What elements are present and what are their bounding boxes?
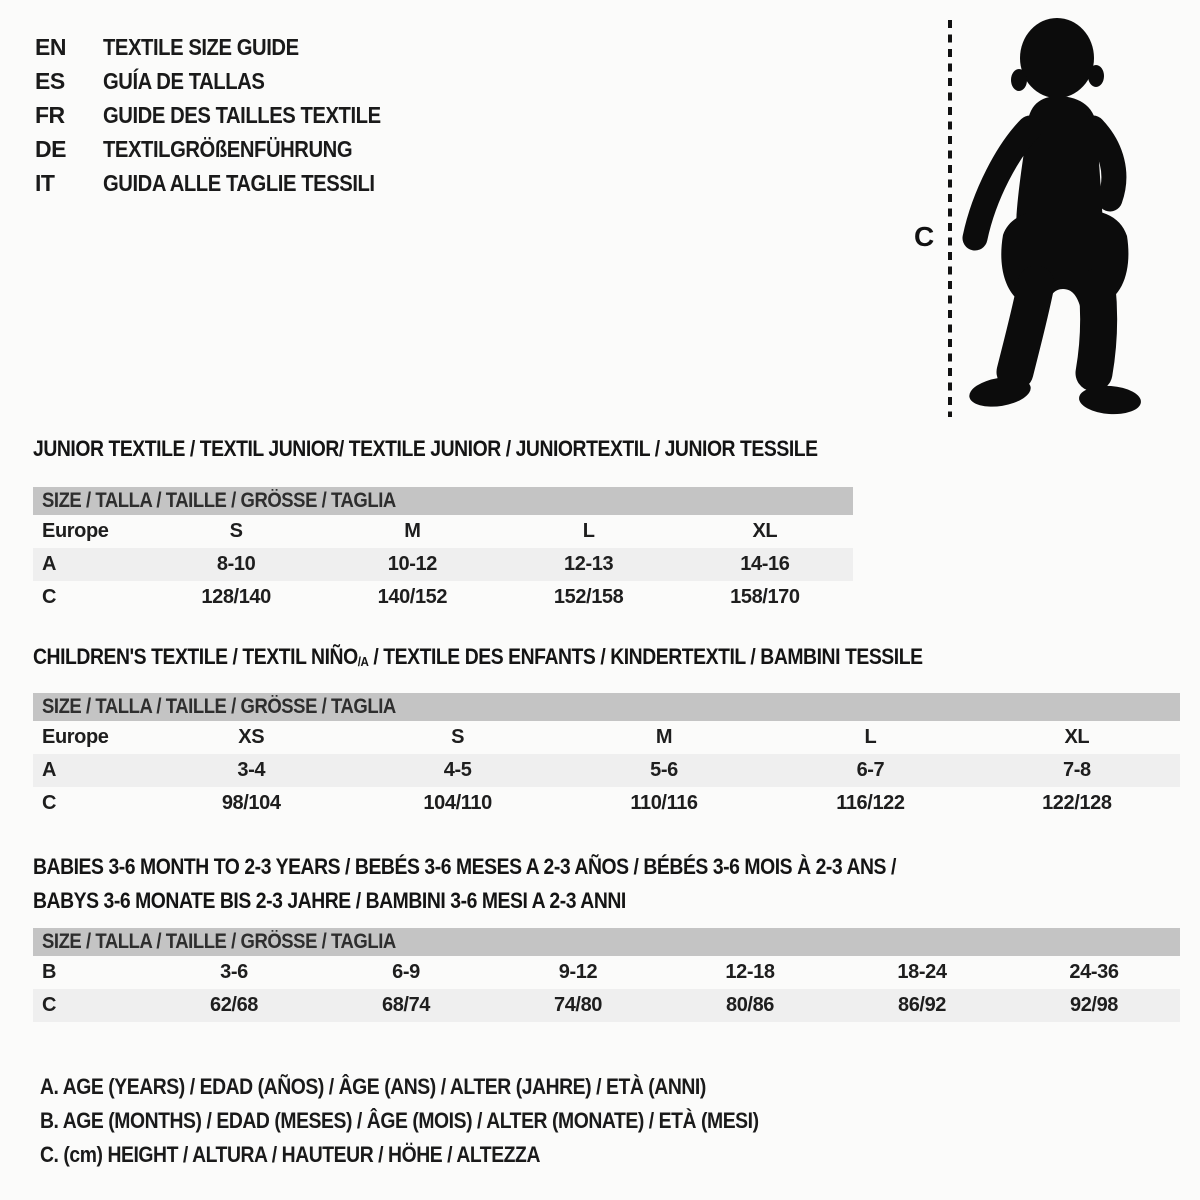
baby-leg-right bbox=[1075, 268, 1118, 392]
legend: A. AGE (YEARS) / EDAD (AÑOS) / ÂGE (ANS)… bbox=[40, 1070, 857, 1172]
row-label: C bbox=[42, 792, 57, 814]
size-cell: 86/92 bbox=[897, 994, 947, 1016]
size-header-bar: SIZE / TALLA / TAILLE / GRÖSSE / TAGLIA bbox=[33, 928, 1180, 956]
baby-foot-left bbox=[969, 377, 1031, 407]
size-cell: 8-10 bbox=[216, 553, 256, 575]
baby-leg-left bbox=[996, 265, 1055, 391]
size-cell: 12-13 bbox=[564, 553, 614, 575]
table-row-europe: Europe S M L XL bbox=[33, 515, 853, 548]
baby-ear-left bbox=[1011, 69, 1027, 91]
size-cell: XL bbox=[1064, 726, 1090, 748]
size-cell: S bbox=[451, 726, 465, 748]
section-children-title: CHILDREN'S TEXTILE / TEXTIL NIÑO/A / TEX… bbox=[33, 644, 923, 670]
baby-arm-left bbox=[962, 115, 1043, 251]
row-label: B bbox=[42, 961, 57, 983]
language-title-list: EN TEXTILE SIZE GUIDE ES GUÍA DE TALLAS … bbox=[35, 30, 419, 200]
size-cell: 140/152 bbox=[377, 586, 448, 608]
table-row-height: C 98/104 104/110 110/116 116/122 122/128 bbox=[33, 787, 1180, 820]
legend-line-c: C. (cm) HEIGHT / ALTURA / HAUTEUR / HÖHE… bbox=[40, 1142, 540, 1167]
table-row-age: A 8-10 10-12 12-13 14-16 bbox=[33, 548, 853, 581]
size-cell: 24-36 bbox=[1069, 961, 1119, 983]
section-children: CHILDREN'S TEXTILE / TEXTIL NIÑO/A / TEX… bbox=[33, 645, 1180, 820]
size-cell: 80/86 bbox=[725, 994, 775, 1016]
language-label: GUIDE DES TAILLES TEXTILE bbox=[103, 101, 381, 128]
height-label: C bbox=[914, 221, 934, 252]
size-cell: 68/74 bbox=[381, 994, 431, 1016]
row-label: A bbox=[42, 553, 57, 575]
size-cell: 122/128 bbox=[1042, 792, 1112, 814]
language-row-en: EN TEXTILE SIZE GUIDE bbox=[35, 30, 419, 64]
row-label: Europe bbox=[42, 726, 109, 748]
language-label: GUÍA DE TALLAS bbox=[103, 67, 265, 94]
baby-arm-right bbox=[1080, 115, 1127, 212]
size-cell: 92/98 bbox=[1069, 994, 1119, 1016]
row-label: Europe bbox=[42, 520, 109, 542]
row-label: C bbox=[42, 994, 57, 1016]
size-cell: 7-8 bbox=[1062, 759, 1091, 781]
size-cell: XL bbox=[752, 520, 778, 542]
size-cell: 74/80 bbox=[553, 994, 603, 1016]
size-cell: 3-6 bbox=[220, 961, 248, 983]
language-row-es: ES GUÍA DE TALLAS bbox=[35, 64, 419, 98]
size-cell: M bbox=[655, 726, 673, 748]
size-cell: L bbox=[864, 726, 877, 748]
row-label: C bbox=[42, 586, 57, 608]
size-cell: 9-12 bbox=[558, 961, 598, 983]
section-babies: BABIES 3-6 MONTH TO 2-3 YEARS / BEBÉS 3-… bbox=[33, 850, 1180, 1022]
table-row-height: C 128/140 140/152 152/158 158/170 bbox=[33, 581, 853, 614]
legend-line-a: A. AGE (YEARS) / EDAD (AÑOS) / ÂGE (ANS)… bbox=[40, 1074, 706, 1099]
size-cell: XS bbox=[238, 726, 265, 748]
size-cell: 4-5 bbox=[443, 759, 472, 781]
section-babies-title: BABIES 3-6 MONTH TO 2-3 YEARS / BEBÉS 3-… bbox=[33, 854, 896, 913]
language-row-it: IT GUIDA ALLE TAGLIE TESSILI bbox=[35, 166, 419, 200]
baby-foot-right bbox=[1079, 385, 1141, 415]
size-cell: 14-16 bbox=[740, 553, 790, 575]
row-label: A bbox=[42, 759, 57, 781]
size-cell: 10-12 bbox=[387, 553, 438, 575]
size-cell: 110/116 bbox=[630, 792, 698, 814]
language-label: GUIDA ALLE TAGLIE TESSILI bbox=[103, 169, 375, 196]
table-row-age: A 3-4 4-5 5-6 6-7 7-8 bbox=[33, 754, 1180, 787]
size-cell: 62/68 bbox=[209, 994, 259, 1016]
language-label: TEXTILE SIZE GUIDE bbox=[103, 33, 299, 60]
language-code: ES bbox=[35, 67, 65, 94]
size-cell: 104/110 bbox=[423, 792, 492, 814]
size-cell: 18-24 bbox=[897, 961, 947, 983]
table-row-months: B 3-6 6-9 9-12 12-18 18-24 24-36 bbox=[33, 956, 1180, 989]
language-code: IT bbox=[35, 169, 55, 196]
language-row-fr: FR GUIDE DES TAILLES TEXTILE bbox=[35, 98, 419, 132]
language-row-de: DE TEXTILGRÖßENFÜHRUNG bbox=[35, 132, 419, 166]
section-junior: JUNIOR TEXTILE / TEXTIL JUNIOR/ TEXTILE … bbox=[33, 437, 853, 614]
size-cell: 98/104 bbox=[221, 792, 281, 814]
table-row-europe: Europe XS S M L XL bbox=[33, 721, 1180, 754]
language-code: FR bbox=[35, 101, 65, 128]
size-cell: 12-18 bbox=[725, 961, 775, 983]
size-cell: 152/158 bbox=[553, 586, 624, 608]
size-cell: 128/140 bbox=[201, 586, 271, 608]
size-header-bar: SIZE / TALLA / TAILLE / GRÖSSE / TAGLIA bbox=[33, 693, 1180, 721]
size-cell: 116/122 bbox=[836, 792, 905, 814]
language-label: TEXTILGRÖßENFÜHRUNG bbox=[103, 135, 353, 162]
table-row-height: C 62/68 68/74 74/80 80/86 86/92 92/98 bbox=[33, 989, 1180, 1022]
language-code: EN bbox=[35, 33, 66, 60]
size-cell: 6-7 bbox=[856, 759, 885, 781]
baby-head bbox=[1020, 18, 1094, 98]
section-junior-title: JUNIOR TEXTILE / TEXTIL JUNIOR/ TEXTILE … bbox=[33, 436, 818, 461]
legend-line-b: B. AGE (MONTHS) / EDAD (MESES) / ÂGE (MO… bbox=[40, 1108, 759, 1133]
size-cell: S bbox=[229, 520, 243, 542]
size-cell: M bbox=[404, 520, 421, 542]
language-code: DE bbox=[35, 135, 66, 162]
size-cell: 5-6 bbox=[650, 759, 678, 781]
size-header-bar: SIZE / TALLA / TAILLE / GRÖSSE / TAGLIA bbox=[33, 487, 853, 515]
size-cell: L bbox=[582, 520, 595, 542]
size-cell: 6-9 bbox=[392, 961, 420, 983]
baby-height-figure: C bbox=[914, 18, 1141, 417]
baby-ear-right bbox=[1088, 65, 1104, 87]
size-cell: 3-4 bbox=[237, 759, 266, 781]
baby-silhouette-icon bbox=[962, 18, 1141, 415]
size-cell: 158/170 bbox=[730, 586, 800, 608]
